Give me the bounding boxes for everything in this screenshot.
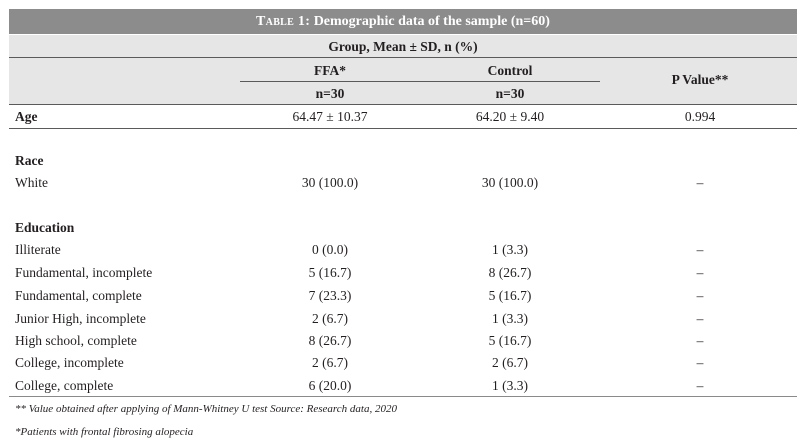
row-pvalue: – xyxy=(696,175,704,190)
n-ffa: n=30 xyxy=(315,86,345,101)
row-ffa: 8 (26.7) xyxy=(308,333,352,348)
table-title-text: Demographic data of the sample (n=60) xyxy=(310,14,550,29)
row-control: 5 (16.7) xyxy=(488,333,532,348)
race-header: Race xyxy=(15,153,44,168)
row-label: High school, complete xyxy=(15,333,137,348)
header-bottom-rule xyxy=(9,104,797,105)
row-ffa: 6 (20.0) xyxy=(308,378,352,393)
row-ffa: 0 (0.0) xyxy=(312,242,348,257)
n-control: n=30 xyxy=(495,86,525,101)
row-pvalue: – xyxy=(696,378,704,393)
age-rule xyxy=(9,128,797,129)
row-label: College, incomplete xyxy=(15,355,124,370)
row-label: Illiterate xyxy=(15,242,61,257)
subheader-divider xyxy=(240,81,600,82)
footnote-pvalue: ** Value obtained after applying of Mann… xyxy=(15,403,397,415)
row-ffa: 5 (16.7) xyxy=(308,265,352,280)
row-pvalue: – xyxy=(696,288,704,303)
row-control: 2 (6.7) xyxy=(492,355,528,370)
row-control: 30 (100.0) xyxy=(481,175,539,190)
education-header: Education xyxy=(15,220,75,235)
row-pvalue: – xyxy=(696,242,704,257)
age-control: 64.20 ± 9.40 xyxy=(475,109,545,124)
group-header: Group, Mean ± SD, n (%) xyxy=(328,39,478,54)
row-ffa: 2 (6.7) xyxy=(312,355,348,370)
row-control: 1 (3.3) xyxy=(492,311,528,326)
table-title-prefix: Table 1: xyxy=(256,14,311,29)
row-pvalue: – xyxy=(696,265,704,280)
col-header-pvalue: P Value** xyxy=(671,72,729,87)
row-label: College, complete xyxy=(15,378,114,393)
row-ffa: 2 (6.7) xyxy=(312,311,348,326)
table-bottom-rule xyxy=(9,396,797,397)
col-header-ffa: FFA* xyxy=(314,63,346,78)
age-ffa: 64.47 ± 10.37 xyxy=(292,109,368,124)
table-title: Table 1: Demographic data of the sample … xyxy=(9,9,797,34)
age-label: Age xyxy=(15,109,38,124)
row-ffa: 30 (100.0) xyxy=(301,175,359,190)
row-pvalue: – xyxy=(696,311,704,326)
row-label: Fundamental, incomplete xyxy=(15,265,153,280)
row-ffa: 7 (23.3) xyxy=(308,288,352,303)
row-control: 8 (26.7) xyxy=(488,265,532,280)
col-header-control: Control xyxy=(487,63,533,78)
row-label: White xyxy=(15,175,48,190)
row-pvalue: – xyxy=(696,333,704,348)
age-pvalue: 0.994 xyxy=(684,109,716,124)
row-label: Junior High, incomplete xyxy=(15,311,146,326)
row-control: 1 (3.3) xyxy=(492,242,528,257)
row-control: 1 (3.3) xyxy=(492,378,528,393)
row-label: Fundamental, complete xyxy=(15,288,142,303)
row-control: 5 (16.7) xyxy=(488,288,532,303)
row-pvalue: – xyxy=(696,355,704,370)
footnote-ffa: *Patients with frontal fibrosing alopeci… xyxy=(15,426,194,438)
header-divider xyxy=(9,57,797,58)
table-header-band xyxy=(9,35,797,104)
